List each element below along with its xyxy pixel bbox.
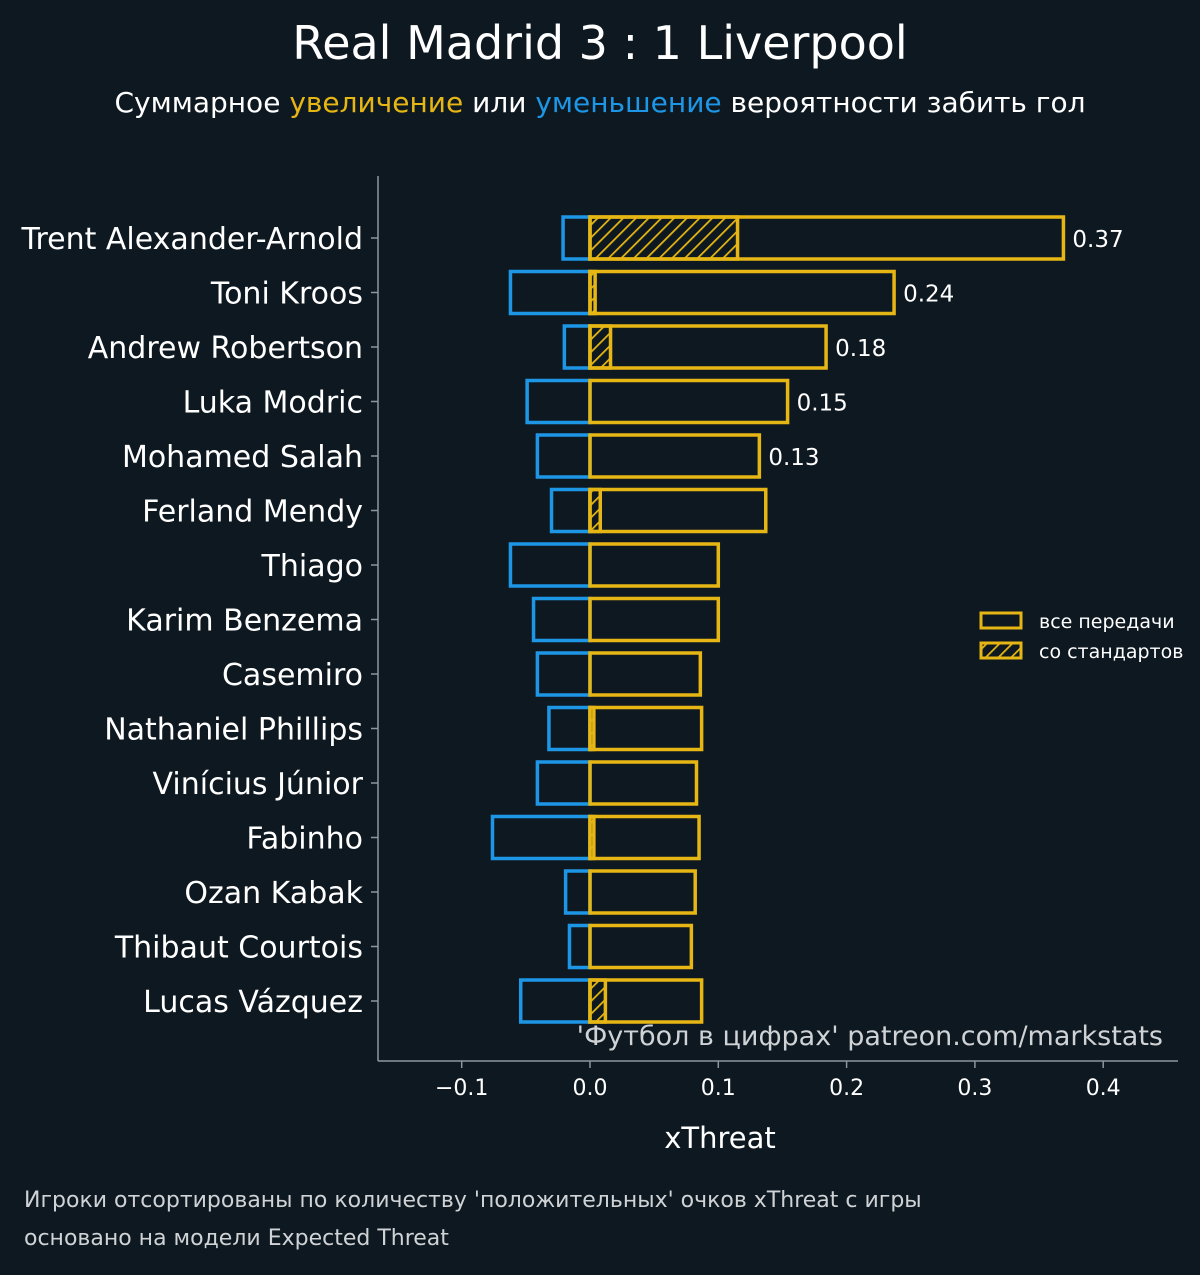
positive-bar bbox=[588, 978, 704, 1024]
positive-bar bbox=[588, 869, 697, 915]
data-label: 0.18 bbox=[835, 336, 886, 362]
negative-bar bbox=[518, 978, 592, 1024]
x-tick-label: 0.2 bbox=[829, 1076, 864, 1101]
footer-note-2: основано на модели Expected Threat bbox=[24, 1226, 449, 1251]
x-tick-label: 0.3 bbox=[957, 1076, 992, 1101]
player-label: Trent Alexander-Arnold bbox=[21, 222, 363, 257]
positive-bar bbox=[588, 596, 721, 643]
positive-bar bbox=[588, 923, 694, 970]
negative-bar bbox=[535, 651, 592, 697]
positive-bar bbox=[588, 269, 896, 316]
negative-bar bbox=[549, 487, 592, 534]
player-label: Toni Kroos bbox=[210, 277, 363, 312]
player-label: Karim Benzema bbox=[126, 604, 363, 639]
x-axis-label: xThreat bbox=[664, 1121, 776, 1155]
positive-bar bbox=[588, 760, 699, 806]
x-tick-label: 0.1 bbox=[701, 1076, 736, 1101]
data-label: 0.24 bbox=[903, 282, 954, 308]
chart-title: Real Madrid 3 : 1 Liverpool bbox=[292, 16, 908, 70]
legend-label-setpiece: со стандартов bbox=[1039, 641, 1183, 663]
subtitle-suffix: вероятности забить гол bbox=[721, 86, 1086, 119]
watermark: 'Футбол в цифрах' patreon.com/markstats bbox=[577, 1021, 1163, 1052]
x-tick-label: 0.4 bbox=[1086, 1076, 1121, 1101]
positive-bar bbox=[588, 542, 721, 588]
negative-bar bbox=[508, 269, 592, 316]
legend-swatch-setpiece bbox=[979, 641, 1023, 660]
x-tick-label: −0.1 bbox=[435, 1076, 488, 1101]
positive-bar bbox=[588, 324, 828, 370]
player-label: Luka Modric bbox=[183, 386, 363, 421]
legend-swatch-all bbox=[979, 611, 1023, 630]
player-label: Lucas Vázquez bbox=[143, 985, 363, 1020]
data-label: 0.37 bbox=[1072, 227, 1123, 253]
player-label: Ferland Mendy bbox=[142, 495, 363, 530]
chart-subtitle: Суммарное увеличение или уменьшение веро… bbox=[0, 86, 1200, 119]
subtitle-decrease: уменьшение bbox=[535, 86, 722, 119]
negative-bar bbox=[535, 433, 592, 479]
positive-bar bbox=[588, 433, 762, 479]
positive-bar bbox=[588, 378, 790, 425]
subtitle-increase: увеличение bbox=[289, 86, 464, 119]
player-label: Andrew Robertson bbox=[88, 331, 363, 366]
player-label: Casemiro bbox=[222, 658, 363, 693]
player-label: Mohamed Salah bbox=[122, 440, 363, 475]
negative-bar bbox=[562, 324, 592, 370]
subtitle-prefix: Суммарное bbox=[114, 86, 290, 119]
negative-bar bbox=[563, 869, 592, 915]
x-tick-label: 0.0 bbox=[573, 1076, 608, 1101]
negative-bar bbox=[525, 378, 592, 425]
set-piece-bar bbox=[588, 978, 608, 1024]
positive-bar bbox=[588, 487, 768, 534]
positive-bar bbox=[588, 651, 703, 697]
set-piece-bar bbox=[588, 324, 613, 370]
player-label: Ozan Kabak bbox=[184, 876, 363, 911]
player-label: Fabinho bbox=[246, 822, 363, 857]
player-label: Nathaniel Phillips bbox=[104, 713, 363, 748]
player-label: Thiago bbox=[261, 549, 363, 584]
data-label: 0.15 bbox=[797, 391, 848, 417]
subtitle-middle: или bbox=[463, 86, 536, 119]
player-label: Vinícius Júnior bbox=[153, 767, 364, 802]
negative-bar bbox=[567, 923, 592, 970]
negative-bar bbox=[508, 542, 592, 588]
negative-bar bbox=[547, 705, 592, 752]
legend-label-all: все передачи bbox=[1039, 611, 1175, 633]
positive-bar bbox=[588, 705, 704, 752]
negative-bar bbox=[535, 760, 592, 806]
set-piece-bar bbox=[588, 215, 740, 261]
negative-bar bbox=[531, 596, 592, 643]
footer-note-1: Игроки отсортированы по количеству 'поло… bbox=[24, 1188, 922, 1213]
negative-bar bbox=[490, 814, 592, 861]
positive-bar bbox=[588, 215, 1066, 261]
data-label: 0.13 bbox=[768, 445, 819, 471]
positive-bar bbox=[588, 814, 701, 861]
player-label: Thibaut Courtois bbox=[114, 931, 363, 966]
negative-bar bbox=[561, 215, 592, 261]
